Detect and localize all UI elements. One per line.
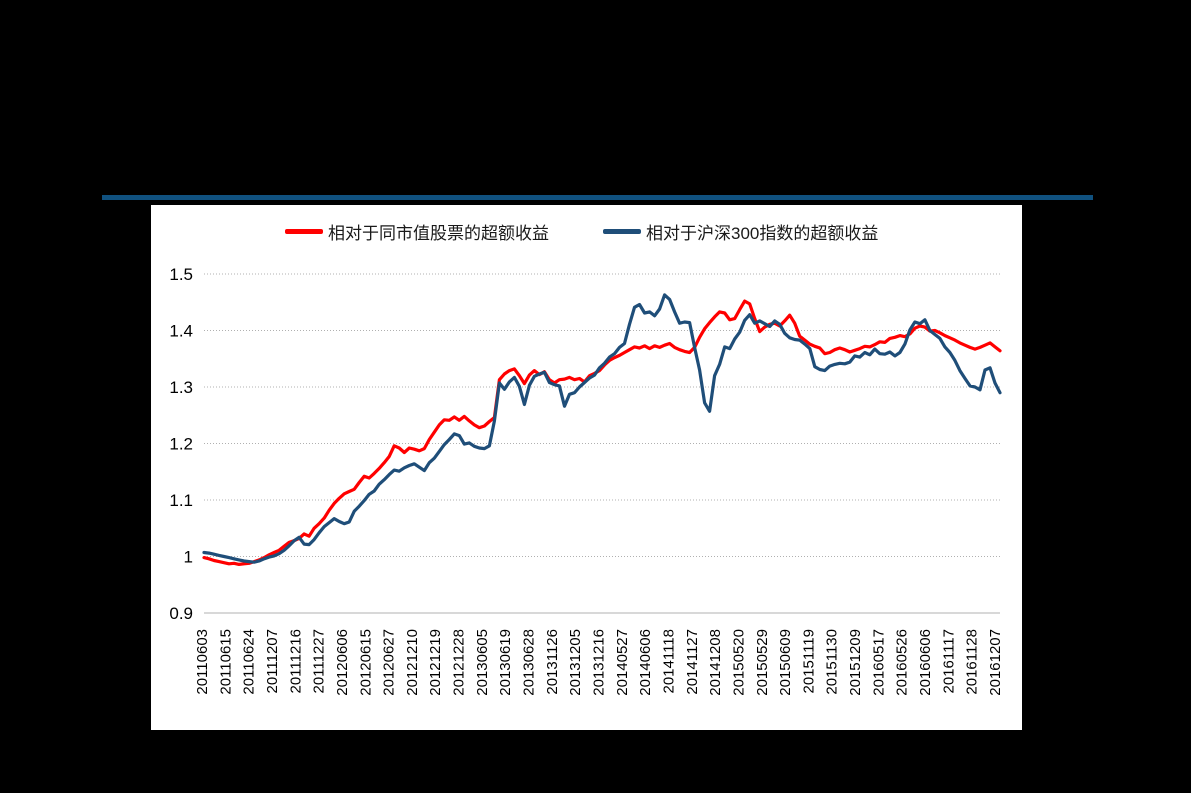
svg-text:20120627: 20120627 [381, 629, 398, 696]
svg-text:20161207: 20161207 [987, 629, 1004, 696]
svg-text:20111227: 20111227 [311, 629, 328, 694]
svg-text:20150609: 20150609 [777, 629, 794, 696]
svg-text:1.5: 1.5 [169, 265, 193, 284]
svg-text:1.3: 1.3 [169, 378, 193, 397]
svg-text:0.9: 0.9 [169, 604, 193, 623]
svg-text:20120606: 20120606 [334, 629, 351, 696]
gridlines [204, 273, 1000, 614]
svg-text:20131216: 20131216 [591, 629, 608, 696]
svg-text:1: 1 [184, 548, 193, 567]
svg-text:20110624: 20110624 [241, 629, 258, 695]
header-rule [102, 195, 1093, 200]
svg-text:20151119: 20151119 [800, 629, 817, 694]
svg-text:20121228: 20121228 [451, 629, 468, 696]
svg-text:20130628: 20130628 [521, 629, 538, 696]
legend-item-same-cap: 相对于同市值股票的超额收益 [285, 219, 549, 243]
svg-text:20161117: 20161117 [940, 629, 957, 694]
svg-text:20160606: 20160606 [917, 629, 934, 696]
svg-text:20151130: 20151130 [824, 629, 841, 695]
legend-label-same-cap: 相对于同市值股票的超额收益 [328, 223, 549, 243]
svg-text:20121219: 20121219 [427, 629, 444, 696]
svg-text:20141118: 20141118 [661, 629, 678, 694]
svg-text:20121210: 20121210 [404, 629, 421, 696]
svg-text:20140527: 20140527 [614, 629, 631, 696]
svg-text:20131126: 20131126 [544, 629, 561, 695]
legend-label-csi300: 相对于沪深300指数的超额收益 [646, 223, 879, 243]
svg-text:20120615: 20120615 [357, 629, 374, 696]
svg-text:20141208: 20141208 [707, 629, 724, 696]
svg-text:20141127: 20141127 [684, 629, 701, 695]
svg-text:20130605: 20130605 [474, 629, 491, 696]
svg-text:20151209: 20151209 [847, 629, 864, 696]
svg-text:1.2: 1.2 [169, 435, 193, 454]
legend-item-csi300: 相对于沪深300指数的超额收益 [603, 219, 878, 243]
svg-text:20160517: 20160517 [870, 629, 887, 696]
svg-text:20161128: 20161128 [964, 629, 981, 695]
series-line-csi300 [202, 293, 1002, 564]
svg-text:20111207: 20111207 [264, 629, 281, 694]
series-line-same-cap [202, 299, 1002, 566]
svg-text:20110603: 20110603 [194, 629, 211, 695]
svg-text:20150529: 20150529 [754, 629, 771, 696]
svg-text:1.1: 1.1 [169, 491, 193, 510]
chart-panel: 0.9 1 1.1 1.2 1.3 1.4 1.5 20110603 20110615 20110… [151, 205, 1022, 730]
svg-text:20150520: 20150520 [730, 629, 747, 696]
chart-legend: 相对于同市值股票的超额收益 相对于沪深300指数的超额收益 [151, 219, 1022, 243]
svg-text:20111216: 20111216 [287, 629, 304, 694]
svg-text:20160526: 20160526 [894, 629, 911, 696]
svg-text:20140606: 20140606 [637, 629, 654, 696]
y-axis-labels: 0.9 1 1.1 1.2 1.3 1.4 1.5 [169, 265, 193, 623]
legend-swatch-blue [603, 228, 641, 234]
svg-text:20130619: 20130619 [497, 629, 514, 696]
x-axis-labels: 20110603 20110615 20110624 20111207 20111216… [194, 629, 1004, 696]
svg-text:1.4: 1.4 [169, 322, 193, 341]
legend-swatch-red [285, 228, 323, 234]
svg-text:20110615: 20110615 [217, 629, 234, 695]
svg-text:20131205: 20131205 [567, 629, 584, 696]
